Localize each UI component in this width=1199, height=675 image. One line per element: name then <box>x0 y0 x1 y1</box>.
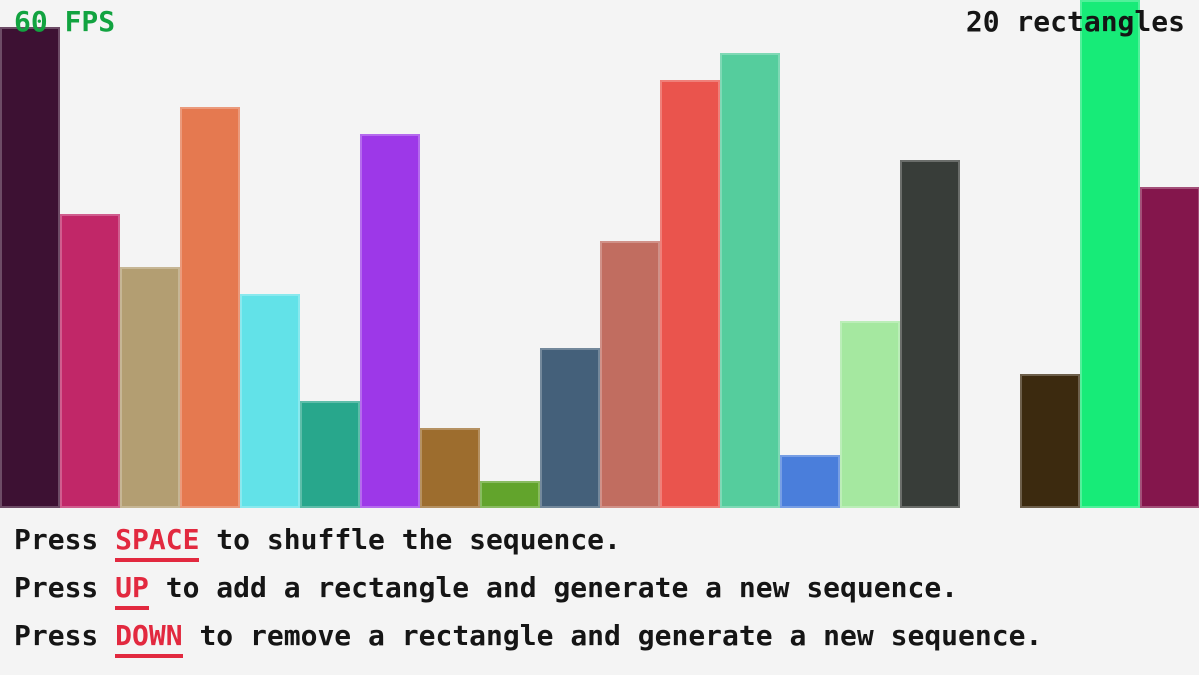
bar-8 <box>420 428 480 508</box>
bar-2 <box>60 214 120 508</box>
key-space: SPACE <box>115 523 200 562</box>
rectangle-count: 20 rectangles <box>965 5 1185 38</box>
bar-7 <box>360 134 420 508</box>
instruction-suffix: to add a rectangle and generate a new se… <box>148 571 959 604</box>
bar-11 <box>600 241 660 508</box>
bar-3 <box>120 267 180 508</box>
key-down: DOWN <box>115 619 183 658</box>
bar-14 <box>780 455 840 508</box>
bar-13 <box>720 53 780 508</box>
bar-12 <box>660 80 720 508</box>
instruction-remove: Press DOWN to remove a rectangle and gen… <box>14 619 1043 658</box>
instruction-suffix: to shuffle the sequence. <box>199 523 621 556</box>
bar-18 <box>1020 374 1080 508</box>
instruction-shuffle: Press SPACE to shuffle the sequence. <box>14 523 621 562</box>
bar-9 <box>480 481 540 508</box>
bar-1 <box>0 27 60 508</box>
instruction-prefix: Press <box>14 619 116 652</box>
bar-4 <box>180 107 240 508</box>
bar-5 <box>240 294 300 508</box>
bar-6 <box>300 401 360 508</box>
bar-19 <box>1080 0 1140 508</box>
bar-20 <box>1140 187 1199 508</box>
instruction-prefix: Press <box>14 523 116 556</box>
bar-15 <box>840 321 900 508</box>
key-up: UP <box>115 571 149 610</box>
bars-container <box>0 0 1199 508</box>
instruction-add: Press UP to add a rectangle and generate… <box>14 571 959 610</box>
fps-counter: 60 FPS <box>14 5 116 38</box>
bar-16 <box>900 160 960 508</box>
instruction-suffix: to remove a rectangle and generate a new… <box>182 619 1043 652</box>
instruction-prefix: Press <box>14 571 116 604</box>
bar-10 <box>540 348 600 508</box>
